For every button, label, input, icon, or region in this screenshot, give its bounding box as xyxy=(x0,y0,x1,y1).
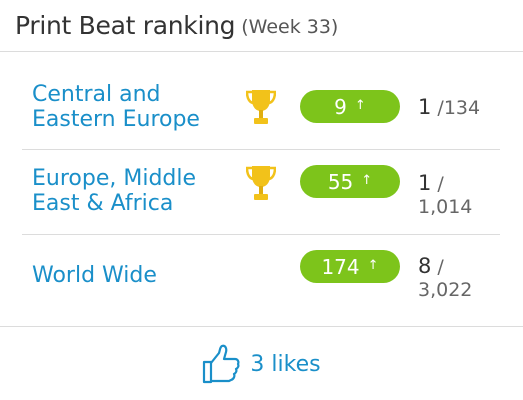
score-value: 9 xyxy=(334,94,347,119)
score-badge: 174 ↑ xyxy=(300,250,400,283)
score-value: 174 xyxy=(321,254,360,279)
region-name-line-1: Central and xyxy=(32,82,161,107)
region-name[interactable]: Europe, Middle East & Africa xyxy=(32,166,196,216)
up-arrow-icon: ↑ xyxy=(354,98,366,113)
score-badge: 55 ↑ xyxy=(300,165,400,198)
rank-slash: / xyxy=(437,173,444,195)
card-title: Print Beat ranking xyxy=(15,11,236,40)
rank-slash: / xyxy=(437,256,444,278)
region-name-line-1: World Wide xyxy=(32,263,157,288)
rank-total: 1,014 xyxy=(418,196,473,218)
ranking-row-emea[interactable]: Europe, Middle East & Africa 55 ↑ 1 / 1,… xyxy=(22,150,500,235)
card-header: Print Beat ranking (Week 33) xyxy=(0,0,523,52)
trophy-icon xyxy=(246,90,276,124)
score-value: 55 xyxy=(327,169,354,194)
rank-position: 1 xyxy=(418,171,432,195)
likes-button[interactable]: 3 likes xyxy=(0,342,523,386)
rank-position: 1 xyxy=(418,95,432,119)
score-badge: 9 ↑ xyxy=(300,90,400,123)
region-name-line-2: Eastern Europe xyxy=(32,107,200,132)
rank-value: 1 / 1,014 xyxy=(418,172,498,219)
week-label: (Week 33) xyxy=(241,15,339,38)
region-name[interactable]: Central and Eastern Europe xyxy=(32,82,200,132)
up-arrow-icon: ↑ xyxy=(361,173,373,188)
up-arrow-icon: ↑ xyxy=(367,258,379,273)
ranking-row-world-wide[interactable]: World Wide 174 ↑ 8 / 3,022 xyxy=(22,235,500,325)
ranking-row-central-eastern-europe[interactable]: Central and Eastern Europe 9 ↑ 1 /134 xyxy=(22,66,500,150)
region-name-line-1: Europe, Middle xyxy=(32,166,197,191)
region-name[interactable]: World Wide xyxy=(32,263,157,288)
rank-value: 8 / 3,022 xyxy=(418,255,498,302)
region-name-line-2: East & Africa xyxy=(32,191,174,216)
rank-total: /134 xyxy=(437,97,481,119)
trophy-icon xyxy=(246,166,276,200)
rank-position: 8 xyxy=(418,254,432,278)
footer-divider xyxy=(0,326,523,327)
likes-count: 3 likes xyxy=(250,351,321,377)
ranking-list: Central and Eastern Europe 9 ↑ 1 /134 xyxy=(22,66,500,325)
rank-value: 1 /134 xyxy=(418,96,498,120)
thumbs-up-icon xyxy=(203,344,240,384)
rank-total: 3,022 xyxy=(418,279,473,301)
